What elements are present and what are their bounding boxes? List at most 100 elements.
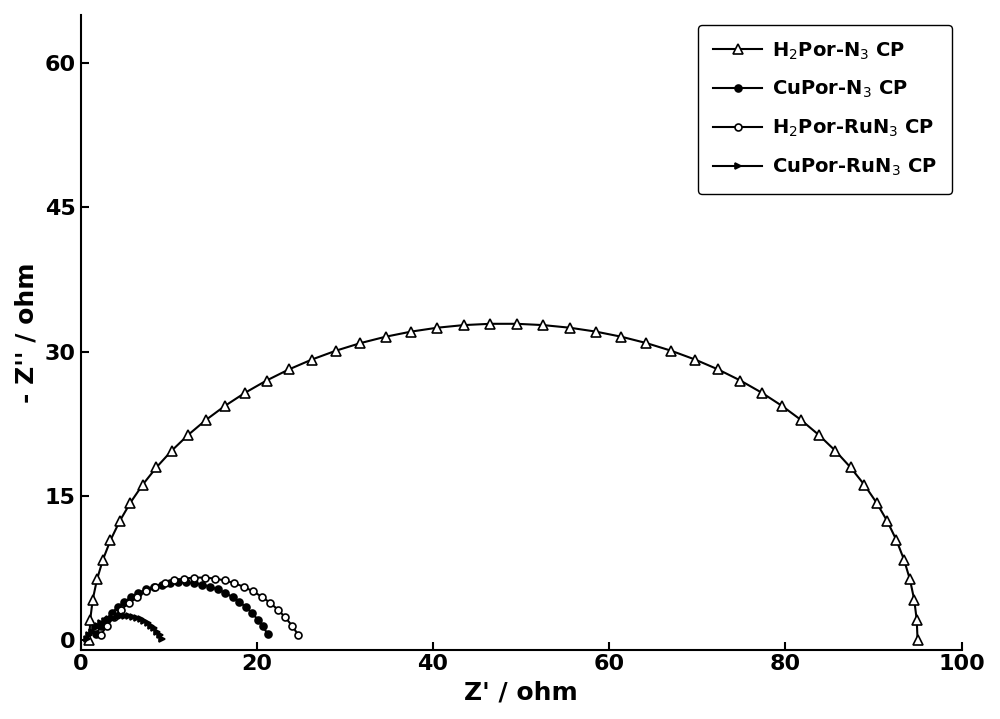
H$_2$Por-RuN$_3$ CP (149, 582, 161, 591)
H$_2$Por-RuN$_3$ CP (292, 631, 304, 639)
H$_2$Por-RuN$_3$ CP (209, 574, 221, 583)
H$_2$Por-N$_3$ CP (615, 332, 627, 341)
H$_2$Por-N$_3$ CP (795, 416, 807, 424)
CuPor-RuN$_3$ CP (123, 612, 135, 620)
H$_2$Por-N$_3$ CP (283, 365, 295, 374)
CuPor-N$_3$ CP (125, 592, 137, 601)
CuPor-N$_3$ CP (246, 609, 258, 618)
H$_2$Por-N$_3$ CP (380, 332, 392, 341)
H$_2$Por-RuN$_3$ CP (247, 587, 259, 595)
Line: CuPor-N$_3$ CP: CuPor-N$_3$ CP (93, 579, 271, 637)
H$_2$Por-N$_3$ CP (354, 339, 366, 347)
CuPor-N$_3$ CP (257, 622, 269, 631)
CuPor-RuN$_3$ CP (151, 627, 163, 636)
Line: CuPor-RuN$_3$ CP: CuPor-RuN$_3$ CP (84, 613, 166, 642)
H$_2$Por-N$_3$ CP (756, 388, 768, 397)
H$_2$Por-RuN$_3$ CP (140, 587, 152, 595)
H$_2$Por-N$_3$ CP (84, 615, 96, 624)
CuPor-N$_3$ CP (90, 629, 102, 638)
H$_2$Por-N$_3$ CP (845, 463, 857, 472)
H$_2$Por-N$_3$ CP (97, 555, 109, 564)
H$_2$Por-N$_3$ CP (511, 319, 523, 328)
H$_2$Por-RuN$_3$ CP (264, 599, 276, 608)
CuPor-RuN$_3$ CP (81, 634, 93, 643)
H$_2$Por-N$_3$ CP (898, 555, 910, 564)
H$_2$Por-RuN$_3$ CP (168, 576, 180, 585)
H$_2$Por-N$_3$ CP (776, 401, 788, 410)
H$_2$Por-N$_3$ CP (564, 324, 576, 332)
CuPor-RuN$_3$ CP (103, 615, 115, 623)
H$_2$Por-RuN$_3$ CP (115, 605, 127, 614)
H$_2$Por-RuN$_3$ CP (178, 574, 190, 583)
H$_2$Por-N$_3$ CP (104, 536, 116, 544)
CuPor-N$_3$ CP (252, 615, 264, 624)
CuPor-N$_3$ CP (172, 578, 184, 587)
Line: H$_2$Por-N$_3$ CP: H$_2$Por-N$_3$ CP (84, 319, 922, 645)
H$_2$Por-N$_3$ CP (590, 327, 602, 336)
CuPor-RuN$_3$ CP (131, 613, 143, 622)
CuPor-RuN$_3$ CP (86, 627, 98, 636)
H$_2$Por-N$_3$ CP (166, 446, 178, 455)
H$_2$Por-N$_3$ CP (813, 431, 825, 439)
CuPor-N$_3$ CP (227, 592, 239, 601)
H$_2$Por-N$_3$ CP (83, 636, 95, 644)
H$_2$Por-RuN$_3$ CP (256, 592, 268, 601)
Y-axis label: - Z'' / ohm: - Z'' / ohm (15, 262, 39, 403)
CuPor-N$_3$ CP (132, 589, 144, 597)
H$_2$Por-RuN$_3$ CP (108, 613, 120, 622)
H$_2$Por-N$_3$ CP (219, 401, 231, 410)
CuPor-RuN$_3$ CP (145, 621, 157, 630)
H$_2$Por-N$_3$ CP (306, 355, 318, 364)
Line: H$_2$Por-RuN$_3$ CP: H$_2$Por-RuN$_3$ CP (97, 574, 302, 638)
H$_2$Por-N$_3$ CP (640, 339, 652, 347)
H$_2$Por-N$_3$ CP (858, 480, 870, 489)
CuPor-RuN$_3$ CP (99, 617, 111, 626)
CuPor-N$_3$ CP (156, 580, 168, 589)
H$_2$Por-N$_3$ CP (912, 636, 924, 644)
H$_2$Por-N$_3$ CP (431, 324, 443, 332)
CuPor-N$_3$ CP (95, 622, 107, 631)
H$_2$Por-RuN$_3$ CP (228, 579, 240, 587)
H$_2$Por-RuN$_3$ CP (238, 582, 250, 591)
H$_2$Por-N$_3$ CP (911, 615, 923, 624)
CuPor-N$_3$ CP (212, 585, 224, 594)
CuPor-N$_3$ CP (233, 597, 245, 606)
CuPor-RuN$_3$ CP (119, 612, 131, 620)
H$_2$Por-RuN$_3$ CP (199, 573, 211, 582)
H$_2$Por-N$_3$ CP (405, 327, 417, 336)
CuPor-RuN$_3$ CP (89, 624, 101, 633)
CuPor-N$_3$ CP (140, 585, 152, 594)
H$_2$Por-N$_3$ CP (537, 321, 549, 329)
CuPor-N$_3$ CP (118, 597, 130, 606)
CuPor-RuN$_3$ CP (138, 617, 150, 626)
H$_2$Por-N$_3$ CP (904, 575, 916, 584)
H$_2$Por-N$_3$ CP (91, 575, 103, 584)
CuPor-RuN$_3$ CP (107, 613, 119, 622)
H$_2$Por-RuN$_3$ CP (272, 605, 284, 614)
H$_2$Por-N$_3$ CP (261, 376, 273, 385)
H$_2$Por-RuN$_3$ CP (219, 576, 231, 585)
CuPor-N$_3$ CP (204, 582, 216, 591)
H$_2$Por-N$_3$ CP (124, 498, 136, 507)
H$_2$Por-RuN$_3$ CP (279, 613, 291, 622)
H$_2$Por-N$_3$ CP (239, 388, 251, 397)
H$_2$Por-N$_3$ CP (458, 321, 470, 329)
CuPor-N$_3$ CP (106, 609, 118, 618)
CuPor-N$_3$ CP (240, 603, 252, 612)
CuPor-N$_3$ CP (188, 579, 200, 587)
CuPor-N$_3$ CP (262, 629, 274, 638)
H$_2$Por-N$_3$ CP (87, 595, 99, 604)
Legend: H$_2$Por-N$_3$ CP, CuPor-N$_3$ CP, H$_2$Por-RuN$_3$ CP, CuPor-RuN$_3$ CP: H$_2$Por-N$_3$ CP, CuPor-N$_3$ CP, H$_2$… (698, 24, 952, 193)
H$_2$Por-N$_3$ CP (665, 347, 677, 355)
H$_2$Por-RuN$_3$ CP (101, 621, 113, 630)
X-axis label: Z' / ohm: Z' / ohm (464, 680, 578, 704)
CuPor-RuN$_3$ CP (127, 613, 139, 621)
H$_2$Por-N$_3$ CP (829, 446, 841, 455)
H$_2$Por-N$_3$ CP (908, 595, 920, 604)
CuPor-N$_3$ CP (180, 578, 192, 587)
CuPor-RuN$_3$ CP (142, 619, 154, 628)
H$_2$Por-RuN$_3$ CP (159, 579, 171, 587)
H$_2$Por-N$_3$ CP (871, 498, 883, 507)
CuPor-RuN$_3$ CP (154, 631, 166, 639)
CuPor-RuN$_3$ CP (148, 624, 160, 633)
